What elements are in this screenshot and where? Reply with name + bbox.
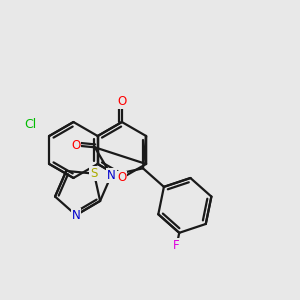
Text: S: S	[90, 167, 98, 180]
Text: O: O	[117, 95, 127, 108]
Text: F: F	[173, 239, 180, 252]
Text: N: N	[72, 208, 80, 222]
Text: N: N	[107, 169, 116, 182]
Text: Cl: Cl	[24, 118, 36, 131]
Text: O: O	[71, 139, 80, 152]
Text: O: O	[117, 172, 127, 184]
